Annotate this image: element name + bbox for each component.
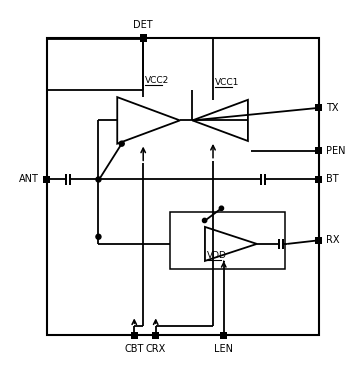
Bar bbox=[140, 35, 147, 41]
Text: PEN: PEN bbox=[326, 146, 346, 156]
Bar bbox=[47, 38, 319, 335]
Text: VCC1: VCC1 bbox=[215, 78, 239, 87]
Bar bbox=[220, 332, 227, 339]
Circle shape bbox=[119, 141, 124, 146]
Text: ANT: ANT bbox=[19, 174, 39, 184]
Circle shape bbox=[219, 206, 223, 210]
Text: LEN: LEN bbox=[214, 344, 233, 354]
Text: DET: DET bbox=[134, 20, 153, 30]
Circle shape bbox=[96, 177, 101, 182]
Bar bbox=[43, 176, 50, 183]
Text: VCC2: VCC2 bbox=[145, 76, 169, 84]
Circle shape bbox=[203, 218, 207, 223]
Bar bbox=[152, 332, 159, 339]
Bar bbox=[315, 176, 322, 183]
Text: TX: TX bbox=[326, 103, 339, 113]
Bar bbox=[315, 147, 322, 154]
Text: CRX: CRX bbox=[146, 344, 166, 354]
Circle shape bbox=[96, 234, 101, 239]
Bar bbox=[315, 237, 322, 244]
Text: VDD: VDD bbox=[207, 251, 227, 260]
Bar bbox=[170, 212, 285, 269]
Text: RX: RX bbox=[326, 235, 340, 245]
Text: BT: BT bbox=[326, 174, 339, 184]
Text: CBT: CBT bbox=[125, 344, 144, 354]
Bar bbox=[131, 332, 138, 339]
Bar bbox=[315, 104, 322, 111]
